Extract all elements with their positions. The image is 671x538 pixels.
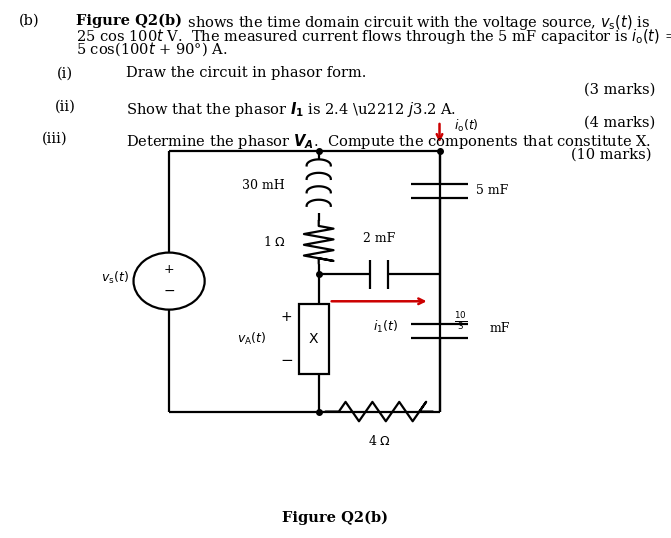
Text: Draw the circuit in phasor form.: Draw the circuit in phasor form. bbox=[126, 66, 366, 80]
Text: (ii): (ii) bbox=[55, 100, 76, 114]
Text: (10 marks): (10 marks) bbox=[571, 148, 652, 162]
Text: Figure Q2(b): Figure Q2(b) bbox=[76, 13, 182, 28]
Text: −: − bbox=[163, 284, 175, 298]
Text: Determine the phasor $\boldsymbol{V}_{\boldsymbol{A}}$.  Compute the components : Determine the phasor $\boldsymbol{V}_{\b… bbox=[126, 132, 652, 151]
Text: Figure Q2(b): Figure Q2(b) bbox=[282, 510, 389, 525]
Text: −: − bbox=[280, 353, 293, 368]
Text: (4 marks): (4 marks) bbox=[584, 116, 655, 130]
Text: 30 mH: 30 mH bbox=[242, 179, 285, 192]
Text: 5 mF: 5 mF bbox=[476, 185, 509, 197]
Text: +: + bbox=[164, 263, 174, 276]
Text: 25 cos 100$t$ V.  The measured current flows through the 5 mF capacitor is $i_{\: 25 cos 100$t$ V. The measured current fl… bbox=[76, 27, 671, 46]
Text: 2 mF: 2 mF bbox=[363, 232, 395, 245]
Text: (iii): (iii) bbox=[42, 132, 68, 146]
Bar bbox=[299, 304, 329, 374]
Text: Show that the phasor $\boldsymbol{I}_{\mathbf{1}}$ is 2.4 \u2212 $j$3.2 A.: Show that the phasor $\boldsymbol{I}_{\m… bbox=[126, 100, 456, 118]
Text: $v_{\rm s}(t)$: $v_{\rm s}(t)$ bbox=[101, 271, 130, 286]
Text: 4 $\Omega$: 4 $\Omega$ bbox=[368, 434, 391, 448]
Text: 5 cos(100$t$ + 90°) A.: 5 cos(100$t$ + 90°) A. bbox=[76, 40, 227, 58]
Text: $i_{\rm o}(t)$: $i_{\rm o}(t)$ bbox=[454, 118, 479, 134]
Text: shows the time domain circuit with the voltage source, $v_{\rm s}(t)$ is: shows the time domain circuit with the v… bbox=[183, 13, 650, 32]
Text: $i_{\rm 1}(t)$: $i_{\rm 1}(t)$ bbox=[373, 318, 399, 335]
Text: 1 $\Omega$: 1 $\Omega$ bbox=[264, 235, 287, 249]
Text: (b): (b) bbox=[19, 13, 40, 27]
Text: $v_{\rm A}(t)$: $v_{\rm A}(t)$ bbox=[237, 331, 266, 347]
Text: (i): (i) bbox=[57, 66, 73, 80]
Text: mF: mF bbox=[490, 322, 510, 335]
Text: +: + bbox=[280, 310, 293, 324]
Circle shape bbox=[134, 253, 205, 310]
Text: X: X bbox=[309, 332, 319, 346]
Text: (3 marks): (3 marks) bbox=[584, 82, 655, 96]
Text: $\frac{10}{3}$: $\frac{10}{3}$ bbox=[454, 310, 468, 332]
